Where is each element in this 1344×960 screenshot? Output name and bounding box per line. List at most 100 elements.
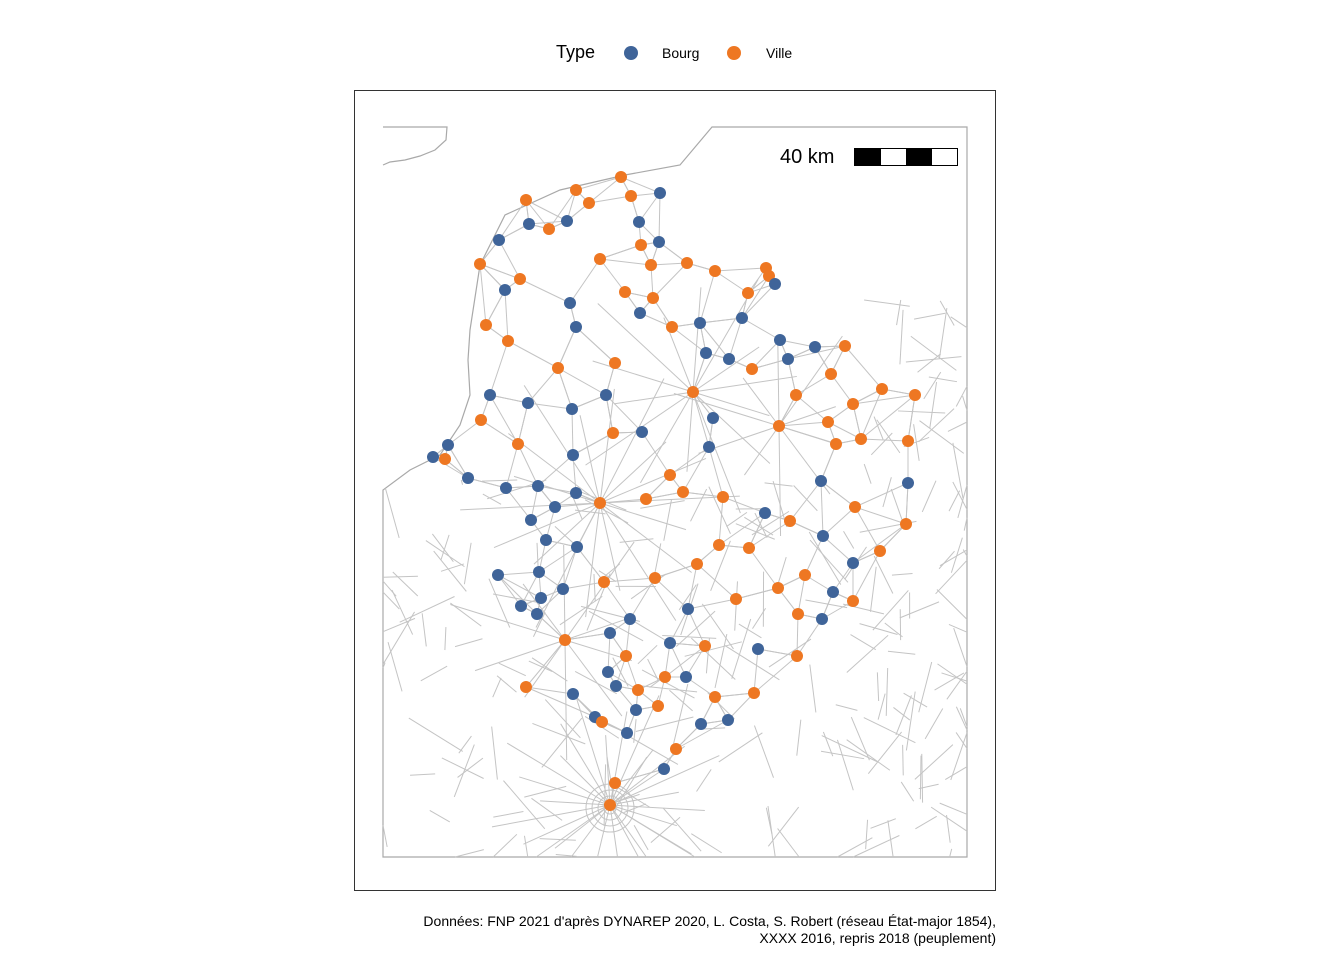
ville-point xyxy=(439,453,451,465)
ville-point xyxy=(594,497,606,509)
ville-point xyxy=(543,223,555,235)
bourg-point xyxy=(694,317,706,329)
caption-line-2: XXXX 2016, repris 2018 (peuplement) xyxy=(759,930,996,946)
ville-point xyxy=(699,640,711,652)
bourg-point xyxy=(695,718,707,730)
ville-point xyxy=(822,416,834,428)
ville-point xyxy=(791,650,803,662)
bourg-point xyxy=(847,557,859,569)
bourg-point xyxy=(571,541,583,553)
ville-point xyxy=(645,259,657,271)
bourg-point xyxy=(484,389,496,401)
ville-point xyxy=(847,398,859,410)
legend-bourg-label: Bourg xyxy=(662,45,700,61)
bourg-point xyxy=(600,389,612,401)
ville-point xyxy=(615,171,627,183)
bourg-point xyxy=(561,215,573,227)
scale-label: 40 km xyxy=(780,146,835,168)
bourg-point xyxy=(769,278,781,290)
bourg-point xyxy=(535,592,547,604)
ville-point xyxy=(480,319,492,331)
ville-point xyxy=(677,486,689,498)
bourg-point xyxy=(525,514,537,526)
ville-point xyxy=(583,197,595,209)
bourg-point xyxy=(549,501,561,513)
bourg-point xyxy=(493,234,505,246)
bourg-point xyxy=(817,530,829,542)
ville-point xyxy=(772,582,784,594)
source-caption: Données: FNP 2021 d'après DYNAREP 2020, … xyxy=(296,913,996,947)
bourg-point xyxy=(630,704,642,716)
ville-point xyxy=(799,569,811,581)
ville-point xyxy=(784,515,796,527)
bourg-point xyxy=(566,403,578,415)
legend-ville-dot xyxy=(727,46,741,60)
scale-segment xyxy=(855,149,881,165)
map-panel xyxy=(354,90,996,891)
ville-point xyxy=(647,292,659,304)
bourg-point xyxy=(567,688,579,700)
bourg-point xyxy=(492,569,504,581)
scale-bar xyxy=(854,148,958,166)
bourg-point xyxy=(500,482,512,494)
ville-point xyxy=(502,335,514,347)
ville-point xyxy=(709,265,721,277)
bourg-point xyxy=(636,426,648,438)
bourg-point xyxy=(604,627,616,639)
ville-point xyxy=(552,362,564,374)
ville-point xyxy=(830,438,842,450)
ville-point xyxy=(790,389,802,401)
bourg-point xyxy=(902,477,914,489)
ville-point xyxy=(635,239,647,251)
coastline-fragment xyxy=(382,126,448,166)
bourg-point xyxy=(540,534,552,546)
bourg-point xyxy=(809,341,821,353)
ville-point xyxy=(839,340,851,352)
ville-point xyxy=(717,491,729,503)
ville-point xyxy=(876,383,888,395)
ville-point xyxy=(855,433,867,445)
bourg-point xyxy=(703,441,715,453)
ville-point xyxy=(742,287,754,299)
ville-point xyxy=(909,389,921,401)
bourg-point xyxy=(522,397,534,409)
ville-point xyxy=(902,435,914,447)
ville-point xyxy=(594,253,606,265)
ville-point xyxy=(475,414,487,426)
legend: Type Bourg Ville xyxy=(0,40,1344,66)
ville-point xyxy=(681,257,693,269)
bourg-point xyxy=(759,507,771,519)
bourg-point xyxy=(633,216,645,228)
ville-point xyxy=(607,427,619,439)
ville-point xyxy=(666,321,678,333)
bourg-point xyxy=(570,321,582,333)
ville-point xyxy=(730,593,742,605)
bourg-point xyxy=(427,451,439,463)
legend-title: Type xyxy=(556,42,596,62)
bourg-point xyxy=(815,475,827,487)
bourg-point xyxy=(653,236,665,248)
bourg-point xyxy=(557,583,569,595)
ville-point xyxy=(847,595,859,607)
ville-point xyxy=(512,438,524,450)
bourg-point xyxy=(523,218,535,230)
bourg-point xyxy=(532,480,544,492)
bourg-point xyxy=(610,680,622,692)
ville-point xyxy=(652,700,664,712)
ville-point xyxy=(900,518,912,530)
ville-point xyxy=(514,273,526,285)
ville-point xyxy=(670,743,682,755)
ville-point xyxy=(792,608,804,620)
caption-line-1: Données: FNP 2021 d'après DYNAREP 2020, … xyxy=(423,913,996,929)
ville-point xyxy=(746,363,758,375)
bourg-point xyxy=(782,353,794,365)
bourg-point xyxy=(634,307,646,319)
bourg-point xyxy=(442,439,454,451)
bourg-point xyxy=(736,312,748,324)
ville-point xyxy=(874,545,886,557)
ville-point xyxy=(664,469,676,481)
ville-point xyxy=(604,799,616,811)
bourg-point xyxy=(564,297,576,309)
bourg-point xyxy=(680,671,692,683)
